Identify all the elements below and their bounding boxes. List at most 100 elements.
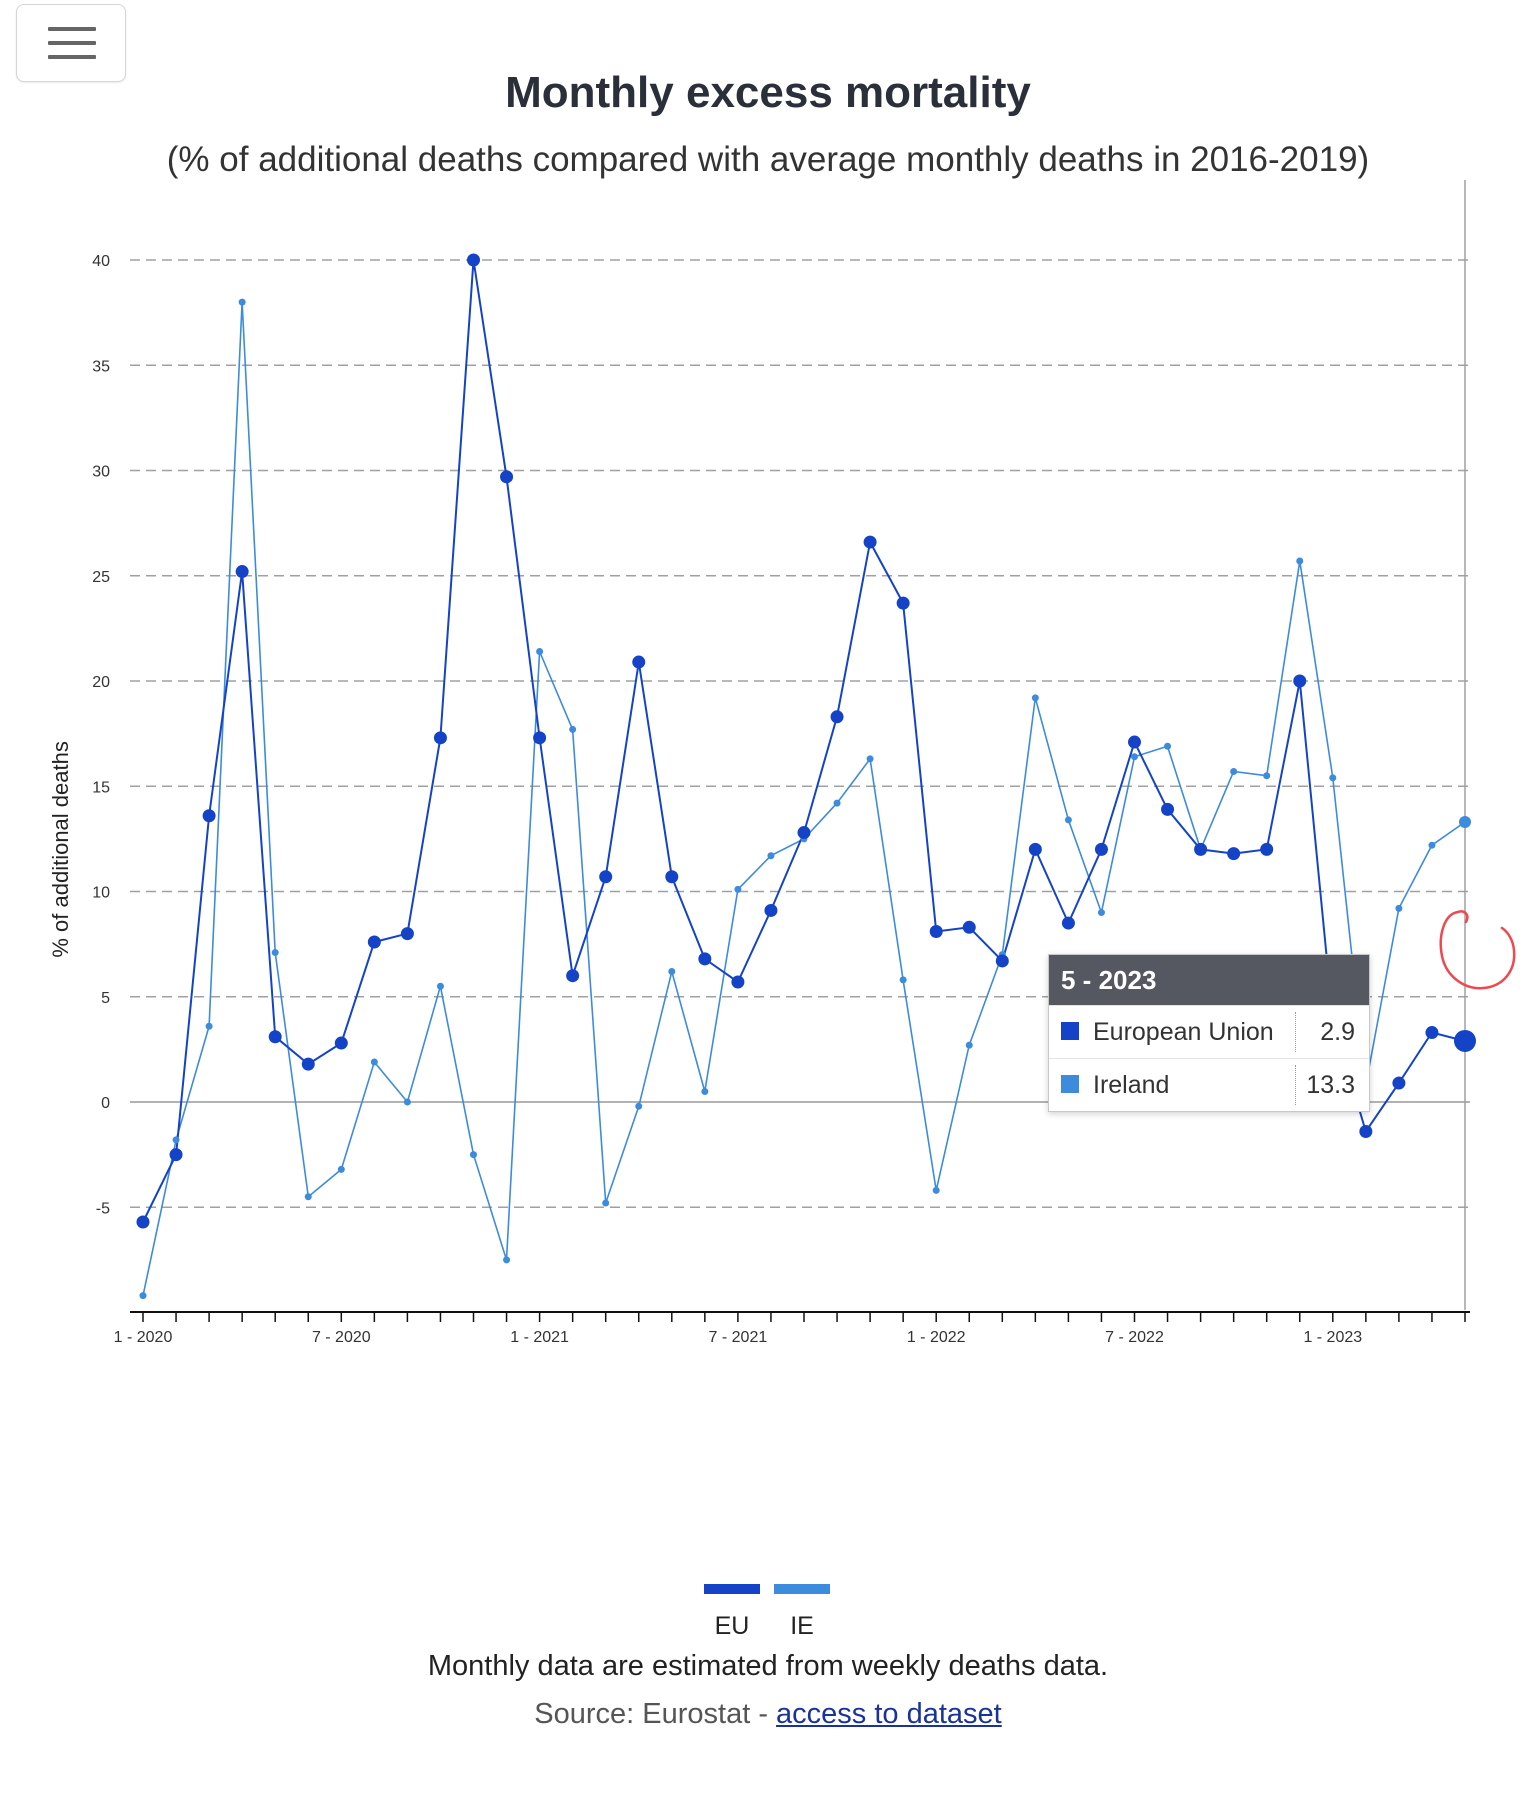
data-point-ie (1263, 772, 1271, 780)
y-tick-label: 20 (92, 674, 110, 691)
data-point-ie (701, 1087, 709, 1095)
data-point-eu (962, 920, 976, 934)
legend-label-eu: EU (714, 1612, 750, 1640)
tooltip-swatch-ie (1061, 1075, 1079, 1093)
data-point-eu (500, 470, 514, 484)
data-point-eu (1392, 1076, 1406, 1090)
data-point-ie (1428, 841, 1436, 849)
data-point-ie (1230, 768, 1238, 776)
data-point-eu (632, 655, 646, 669)
data-point-eu (698, 952, 712, 966)
data-point-ie (767, 852, 775, 860)
data-point-eu (599, 870, 613, 884)
footnote: Monthly data are estimated from weekly d… (427, 1650, 1109, 1682)
data-point-ie (1164, 742, 1172, 750)
tooltip-row-ie: Ireland 13.3 (1049, 1058, 1369, 1111)
data-point-ie (932, 1186, 940, 1194)
data-point-eu (334, 1036, 348, 1050)
y-tick-label: 15 (92, 779, 110, 796)
data-point-ie (503, 1256, 511, 1264)
data-point-eu (136, 1215, 150, 1229)
data-point-ie (1064, 816, 1072, 824)
data-point-ie (734, 885, 742, 893)
data-point-ie (1459, 816, 1471, 829)
data-point-eu (169, 1148, 183, 1162)
data-point-eu (863, 535, 877, 549)
legend-label-ie: IE (790, 1612, 814, 1640)
source-prefix: Source: Eurostat - (534, 1698, 777, 1730)
y-tick-label: 35 (92, 358, 110, 375)
data-point-eu (202, 809, 216, 823)
data-point-eu (929, 924, 943, 938)
chart-canvas: -5 0 5 10 15 20 25 30 35 40 1 - 2020 7 - 2020 1 - 2… (48, 180, 1476, 1346)
data-point-eu (731, 975, 745, 989)
y-tick-label: 30 (92, 464, 110, 481)
data-point-ie (370, 1058, 378, 1066)
chart-subtitle: (% of additional deaths compared with av… (166, 140, 1370, 179)
data-point-eu (797, 826, 811, 840)
data-point-ie (1031, 694, 1039, 702)
data-point-ie (668, 967, 676, 975)
data-point-ie (271, 949, 279, 957)
y-tick-label: 10 (92, 885, 110, 902)
menu-button[interactable] (16, 4, 126, 82)
data-point-ie (1131, 753, 1138, 761)
data-point-ie (205, 1022, 213, 1030)
data-point-ie (1097, 909, 1105, 917)
data-point-ie (833, 799, 841, 807)
data-point-ie (470, 1151, 477, 1159)
x-tick-label: 1 - 2021 (510, 1329, 569, 1346)
legend-swatch-ie (774, 1584, 830, 1594)
data-point-eu (268, 1030, 282, 1044)
chart-legend: EU IE (0, 1584, 1536, 1664)
x-tick-label: 1 - 2022 (907, 1329, 966, 1346)
legend-item-eu[interactable]: EU (692, 1584, 772, 1641)
y-tick-label: 25 (92, 569, 110, 586)
data-point-eu (1260, 842, 1274, 856)
data-point-eu (1161, 802, 1175, 816)
x-tick-label: 7 - 2020 (312, 1329, 371, 1346)
data-point-eu (467, 253, 480, 267)
tooltip-value: 13.3 (1306, 1071, 1355, 1099)
data-point-eu (995, 954, 1009, 968)
tooltip-row-eu: European Union 2.9 (1049, 1005, 1369, 1058)
y-tick-label: 40 (92, 253, 110, 270)
data-point-ie (172, 1136, 180, 1144)
series-line-ie (142, 302, 1466, 1296)
source-line: Source: Eurostat - access to dataset (0, 1698, 1536, 1731)
data-point-ie (238, 298, 246, 306)
data-point-eu (301, 1057, 315, 1071)
y-axis-title: % of additional deaths (48, 741, 73, 958)
dataset-link[interactable]: access to dataset (776, 1698, 1002, 1730)
data-point-eu (764, 903, 778, 917)
tooltip-name: Ireland (1093, 1071, 1170, 1099)
data-point-ie (569, 725, 577, 733)
legend-swatch-eu (704, 1584, 760, 1594)
data-point-ie (1395, 904, 1403, 912)
data-point-eu (1293, 674, 1307, 688)
data-point-eu (665, 870, 679, 884)
legend-item-ie[interactable]: IE (762, 1584, 842, 1641)
chart-title: Monthly excess mortality (505, 68, 1031, 117)
tooltip-header: 5 - 2023 (1049, 955, 1369, 1005)
hamburger-menu-icon (48, 27, 96, 31)
data-point-eu (400, 927, 414, 941)
data-point-eu (830, 710, 844, 724)
tooltip-name: European Union (1093, 1018, 1274, 1046)
data-point-eu (1425, 1026, 1439, 1040)
tooltip-value: 2.9 (1320, 1018, 1355, 1046)
data-point-eu (1128, 735, 1141, 749)
data-point-ie (635, 1102, 643, 1110)
data-point-eu (367, 935, 381, 949)
data-point-eu (235, 565, 249, 579)
data-point-ie (602, 1199, 610, 1207)
data-point-ie (403, 1098, 411, 1106)
tooltip-swatch-eu (1061, 1022, 1079, 1040)
data-point-eu (433, 731, 447, 745)
data-point-eu (1194, 842, 1208, 856)
data-point-ie (866, 755, 874, 763)
hand-drawn-circle-annotation (1439, 910, 1516, 990)
data-point-eu (1359, 1124, 1373, 1138)
data-point-ie (337, 1165, 345, 1173)
data-point-eu (896, 596, 910, 610)
